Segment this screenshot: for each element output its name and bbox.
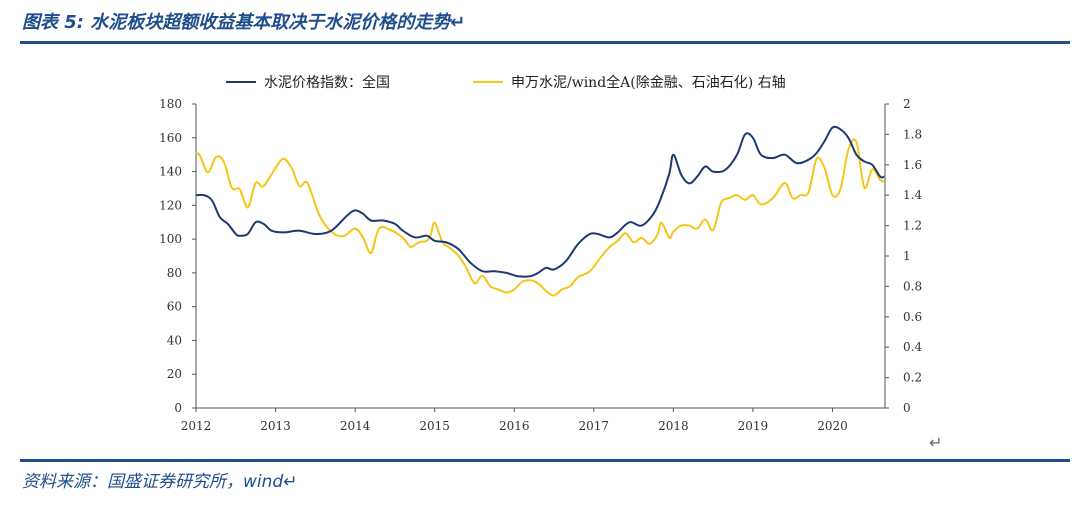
source-note: 资料来源：国盛证券研究所，wind↵: [22, 472, 298, 492]
y-left-tick-label: 100: [159, 232, 182, 246]
y-right-tick-label: 0.8: [903, 279, 922, 293]
x-tick-label: 2015: [419, 419, 450, 433]
y-left-tick-label: 0: [174, 401, 182, 415]
y-right-tick-label: 0: [903, 401, 911, 415]
y-left-tick-label: 140: [159, 165, 182, 179]
legend-item-cement-price-index-label: 水泥价格指数：全国: [264, 74, 390, 91]
chart-legend: 水泥价格指数：全国 申万水泥/wind全A(除金融、石油石化) 右轴: [226, 74, 786, 91]
footer-rule: [20, 459, 1070, 462]
y-left-tick-label: 60: [167, 300, 182, 314]
header-rule: [20, 41, 1070, 44]
y-left-tick-label: 20: [167, 367, 182, 381]
legend-item-excess-return-label: 申万水泥/wind全A(除金融、石油石化) 右轴: [511, 74, 786, 91]
x-tick-label: 2012: [181, 419, 212, 433]
y-right-tick-label: 1: [903, 249, 911, 263]
y-left-tick-label: 180: [159, 97, 182, 111]
x-tick-label: 2018: [658, 419, 689, 433]
y-left-tick-label: 120: [159, 198, 182, 212]
y-right-tick-label: 0.4: [903, 340, 922, 354]
chart-lines: [195, 125, 885, 297]
y-right-tick-label: 1.6: [903, 158, 922, 172]
return-mark: ↵: [929, 433, 943, 452]
x-tick-label: 2014: [340, 419, 371, 433]
y-left-tick-label: 160: [159, 131, 182, 145]
chart-axes: 0 20 40 60 80 100 120 140 160 180 0 0.2 0.4 0.6 0.8 1 1.…: [159, 97, 922, 433]
x-tick-label: 2019: [738, 419, 769, 433]
y-right-tick-label: 0.2: [903, 371, 922, 385]
figure-title: 图表 5: 水泥板块超额收益基本取决于水泥价格的走势↵: [22, 12, 466, 33]
y-right-tick-label: 1.8: [903, 127, 922, 141]
x-tick-label: 2020: [817, 419, 848, 433]
series-line-cement-price-index: [195, 125, 885, 278]
series-line-excess-return: [195, 138, 885, 297]
y-right-tick-label: 1.4: [903, 188, 922, 202]
x-tick-label: 2017: [579, 419, 610, 433]
y-right-tick-label: 1.2: [903, 219, 922, 233]
x-tick-label: 2013: [260, 419, 291, 433]
y-right-tick-label: 0.6: [903, 310, 922, 324]
x-tick-label: 2016: [499, 419, 530, 433]
y-left-tick-label: 80: [167, 266, 182, 280]
y-right-tick-label: 2: [903, 97, 911, 111]
y-left-tick-label: 40: [167, 333, 182, 347]
